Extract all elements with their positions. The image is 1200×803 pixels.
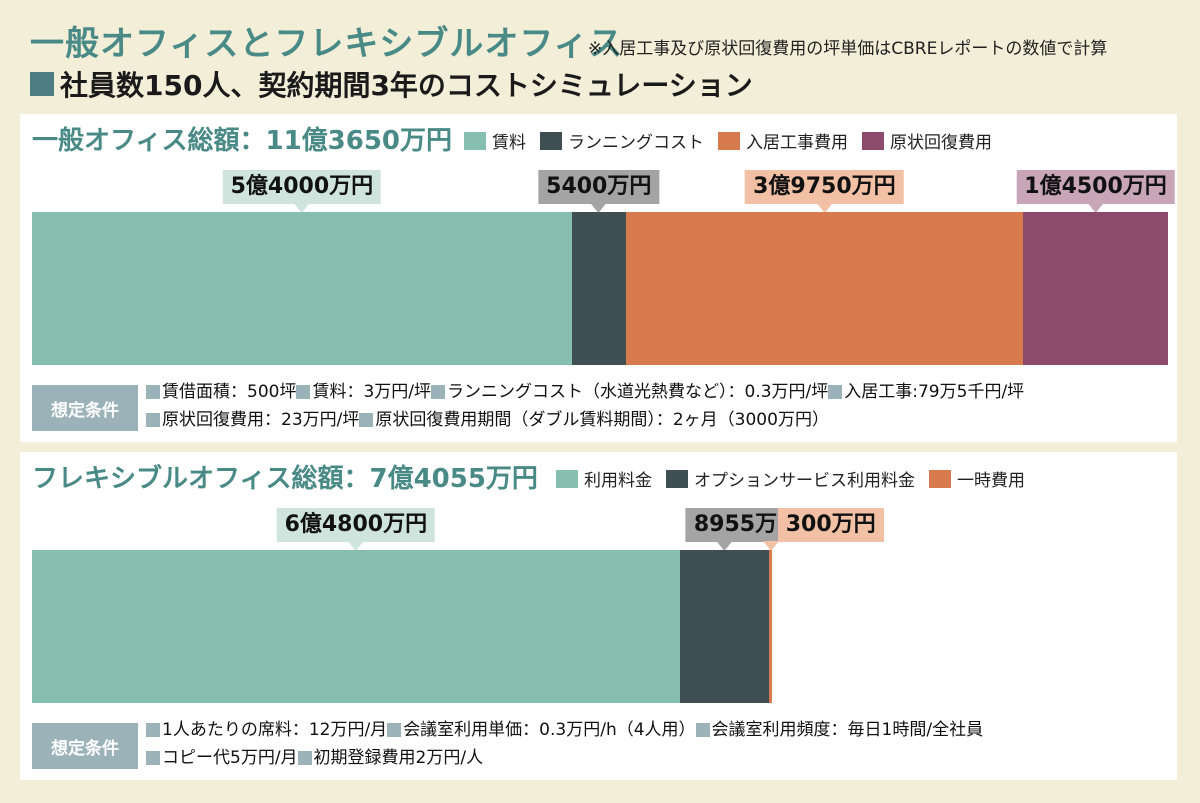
legend-item: 利用料金	[556, 466, 652, 491]
flexible-office-panel: フレキシブルオフィス総額：7億4055万円 利用料金 オプションサービス利用料金…	[20, 452, 1177, 780]
condition-text: 原状回復費用期間（ダブル賃料期間）：2ヶ月（3000万円）	[375, 410, 829, 430]
conditions-row: コピー代5万円/月 初期登録費用2万円/人	[146, 745, 983, 773]
condition-text: ランニングコスト（水道光熱費など）：0.3万円/坪	[447, 382, 829, 402]
condition-text: 会議室利用頻度：毎日1時間/全社員	[711, 720, 984, 740]
condition-item: 1人あたりの席料：12万円/月	[146, 717, 387, 743]
legend-label: 賃料	[492, 133, 526, 153]
condition-bullet-icon	[387, 723, 402, 737]
page-title: 一般オフィスとフレキシブルオフィス	[30, 24, 624, 64]
legend-label: 一時費用	[957, 471, 1025, 491]
legend-label: 利用料金	[584, 471, 652, 491]
legend-item: 賃料	[464, 128, 526, 153]
condition-bullet-icon	[146, 723, 160, 737]
condition-bullet-icon	[695, 723, 710, 737]
data-label: 5億4000万円	[222, 170, 382, 204]
stacked-bar	[32, 550, 1168, 703]
legend-swatch	[556, 469, 578, 488]
condition-bullet-icon	[297, 751, 312, 765]
legend-item: 一時費用	[929, 466, 1025, 491]
condition-bullet-icon	[146, 751, 160, 765]
legend-swatch	[464, 131, 486, 150]
data-label: 6億4800万円	[276, 508, 436, 542]
condition-text: 賃借面積：500坪	[162, 382, 297, 402]
bar-segment	[32, 550, 680, 703]
bar-segment	[1023, 212, 1168, 365]
data-label: 3億9750万円	[745, 170, 904, 204]
conditions-tag: 想定条件	[32, 723, 138, 769]
data-label: 300万円	[777, 508, 884, 542]
legend-swatch	[666, 469, 688, 488]
source-note: ※入居工事及び原状回復費用の坪単価はCBREレポートの数値で計算	[588, 39, 1108, 59]
bar-segment	[571, 212, 626, 365]
condition-item: 入居工事:79万5千円/坪	[828, 379, 1024, 405]
legend-label: 原状回復費用	[890, 133, 992, 153]
bar-segment	[679, 550, 770, 703]
subtitle-text: 社員数150人、契約期間3年のコストシミュレーション	[60, 69, 753, 102]
data-label: 5400万円	[538, 170, 660, 204]
legend-swatch	[718, 131, 740, 150]
conditions-row: 1人あたりの席料：12万円/月 会議室利用単価：0.3万円/h（4人用） 会議室利用…	[146, 717, 983, 745]
condition-text: 初期登録費用2万円/人	[313, 748, 484, 768]
condition-text: 1人あたりの席料：12万円/月	[162, 720, 388, 740]
condition-item: ランニングコスト（水道光熱費など）：0.3万円/坪	[431, 379, 828, 405]
bar-segment	[625, 212, 1024, 365]
conditions-list: 賃借面積：500坪 賃料：3万円/坪 ランニングコスト（水道光熱費など）：0.3万円…	[146, 379, 1024, 435]
stacked-bar	[32, 212, 1168, 365]
subtitle: 社員数150人、契約期間3年のコストシミュレーション	[30, 64, 753, 104]
legend-item: 入居工事費用	[718, 128, 848, 153]
conditions-row: 原状回復費用：23万円/坪 原状回復費用期間（ダブル賃料期間）：2ヶ月（3000万…	[146, 407, 1024, 435]
bar-segment	[32, 212, 572, 365]
legend-swatch	[929, 469, 951, 488]
condition-bullet-icon	[146, 413, 160, 427]
condition-bullet-icon	[828, 385, 843, 399]
legend-label: 入居工事費用	[746, 133, 848, 153]
condition-item: 賃料：3万円/坪	[296, 379, 431, 405]
condition-bullet-icon	[296, 385, 311, 399]
square-bullet-icon	[30, 72, 54, 96]
condition-item: 原状回復費用：23万円/坪	[146, 407, 359, 433]
condition-text: コピー代5万円/月	[162, 748, 298, 768]
conditions-tag: 想定条件	[32, 385, 138, 431]
condition-item: 原状回復費用期間（ダブル賃料期間）：2ヶ月（3000万円）	[359, 407, 829, 433]
condition-item: 会議室利用頻度：毎日1時間/全社員	[695, 717, 984, 743]
condition-item: 会議室利用単価：0.3万円/h（4人用）	[387, 717, 696, 743]
bar-segment	[769, 550, 773, 703]
legend: 賃料 ランニングコスト 入居工事費用 原状回復費用	[464, 128, 1006, 153]
legend-item: オプションサービス利用料金	[666, 466, 915, 491]
condition-item: コピー代5万円/月	[146, 745, 298, 771]
legend-swatch	[862, 131, 884, 150]
legend-swatch	[540, 131, 562, 150]
condition-text: 賃料：3万円/坪	[312, 382, 431, 402]
condition-text: 原状回復費用：23万円/坪	[162, 410, 360, 430]
data-label: 1億4500万円	[1016, 170, 1175, 204]
chart-title: 一般オフィス総額：11億3650万円	[32, 126, 453, 156]
legend-item: 原状回復費用	[862, 128, 992, 153]
conditions-row: 賃借面積：500坪 賃料：3万円/坪 ランニングコスト（水道光熱費など）：0.3万円…	[146, 379, 1024, 407]
conditions-list: 1人あたりの席料：12万円/月 会議室利用単価：0.3万円/h（4人用） 会議室利用…	[146, 717, 983, 773]
legend-label: ランニングコスト	[568, 133, 704, 153]
condition-bullet-icon	[146, 385, 160, 399]
chart-title: フレキシブルオフィス総額：7億4055万円	[32, 464, 538, 494]
legend-item: ランニングコスト	[540, 128, 704, 153]
condition-text: 入居工事:79万5千円/坪	[844, 382, 1025, 402]
condition-text: 会議室利用単価：0.3万円/h（4人用）	[403, 720, 696, 740]
condition-bullet-icon	[359, 413, 374, 427]
general-office-panel: 一般オフィス総額：11億3650万円 賃料 ランニングコスト 入居工事費用 原状…	[20, 114, 1177, 442]
legend-label: オプションサービス利用料金	[694, 471, 915, 491]
legend: 利用料金 オプションサービス利用料金 一時費用	[556, 466, 1039, 491]
condition-item: 賃借面積：500坪	[146, 379, 296, 405]
condition-item: 初期登録費用2万円/人	[297, 745, 484, 771]
condition-bullet-icon	[431, 385, 445, 399]
